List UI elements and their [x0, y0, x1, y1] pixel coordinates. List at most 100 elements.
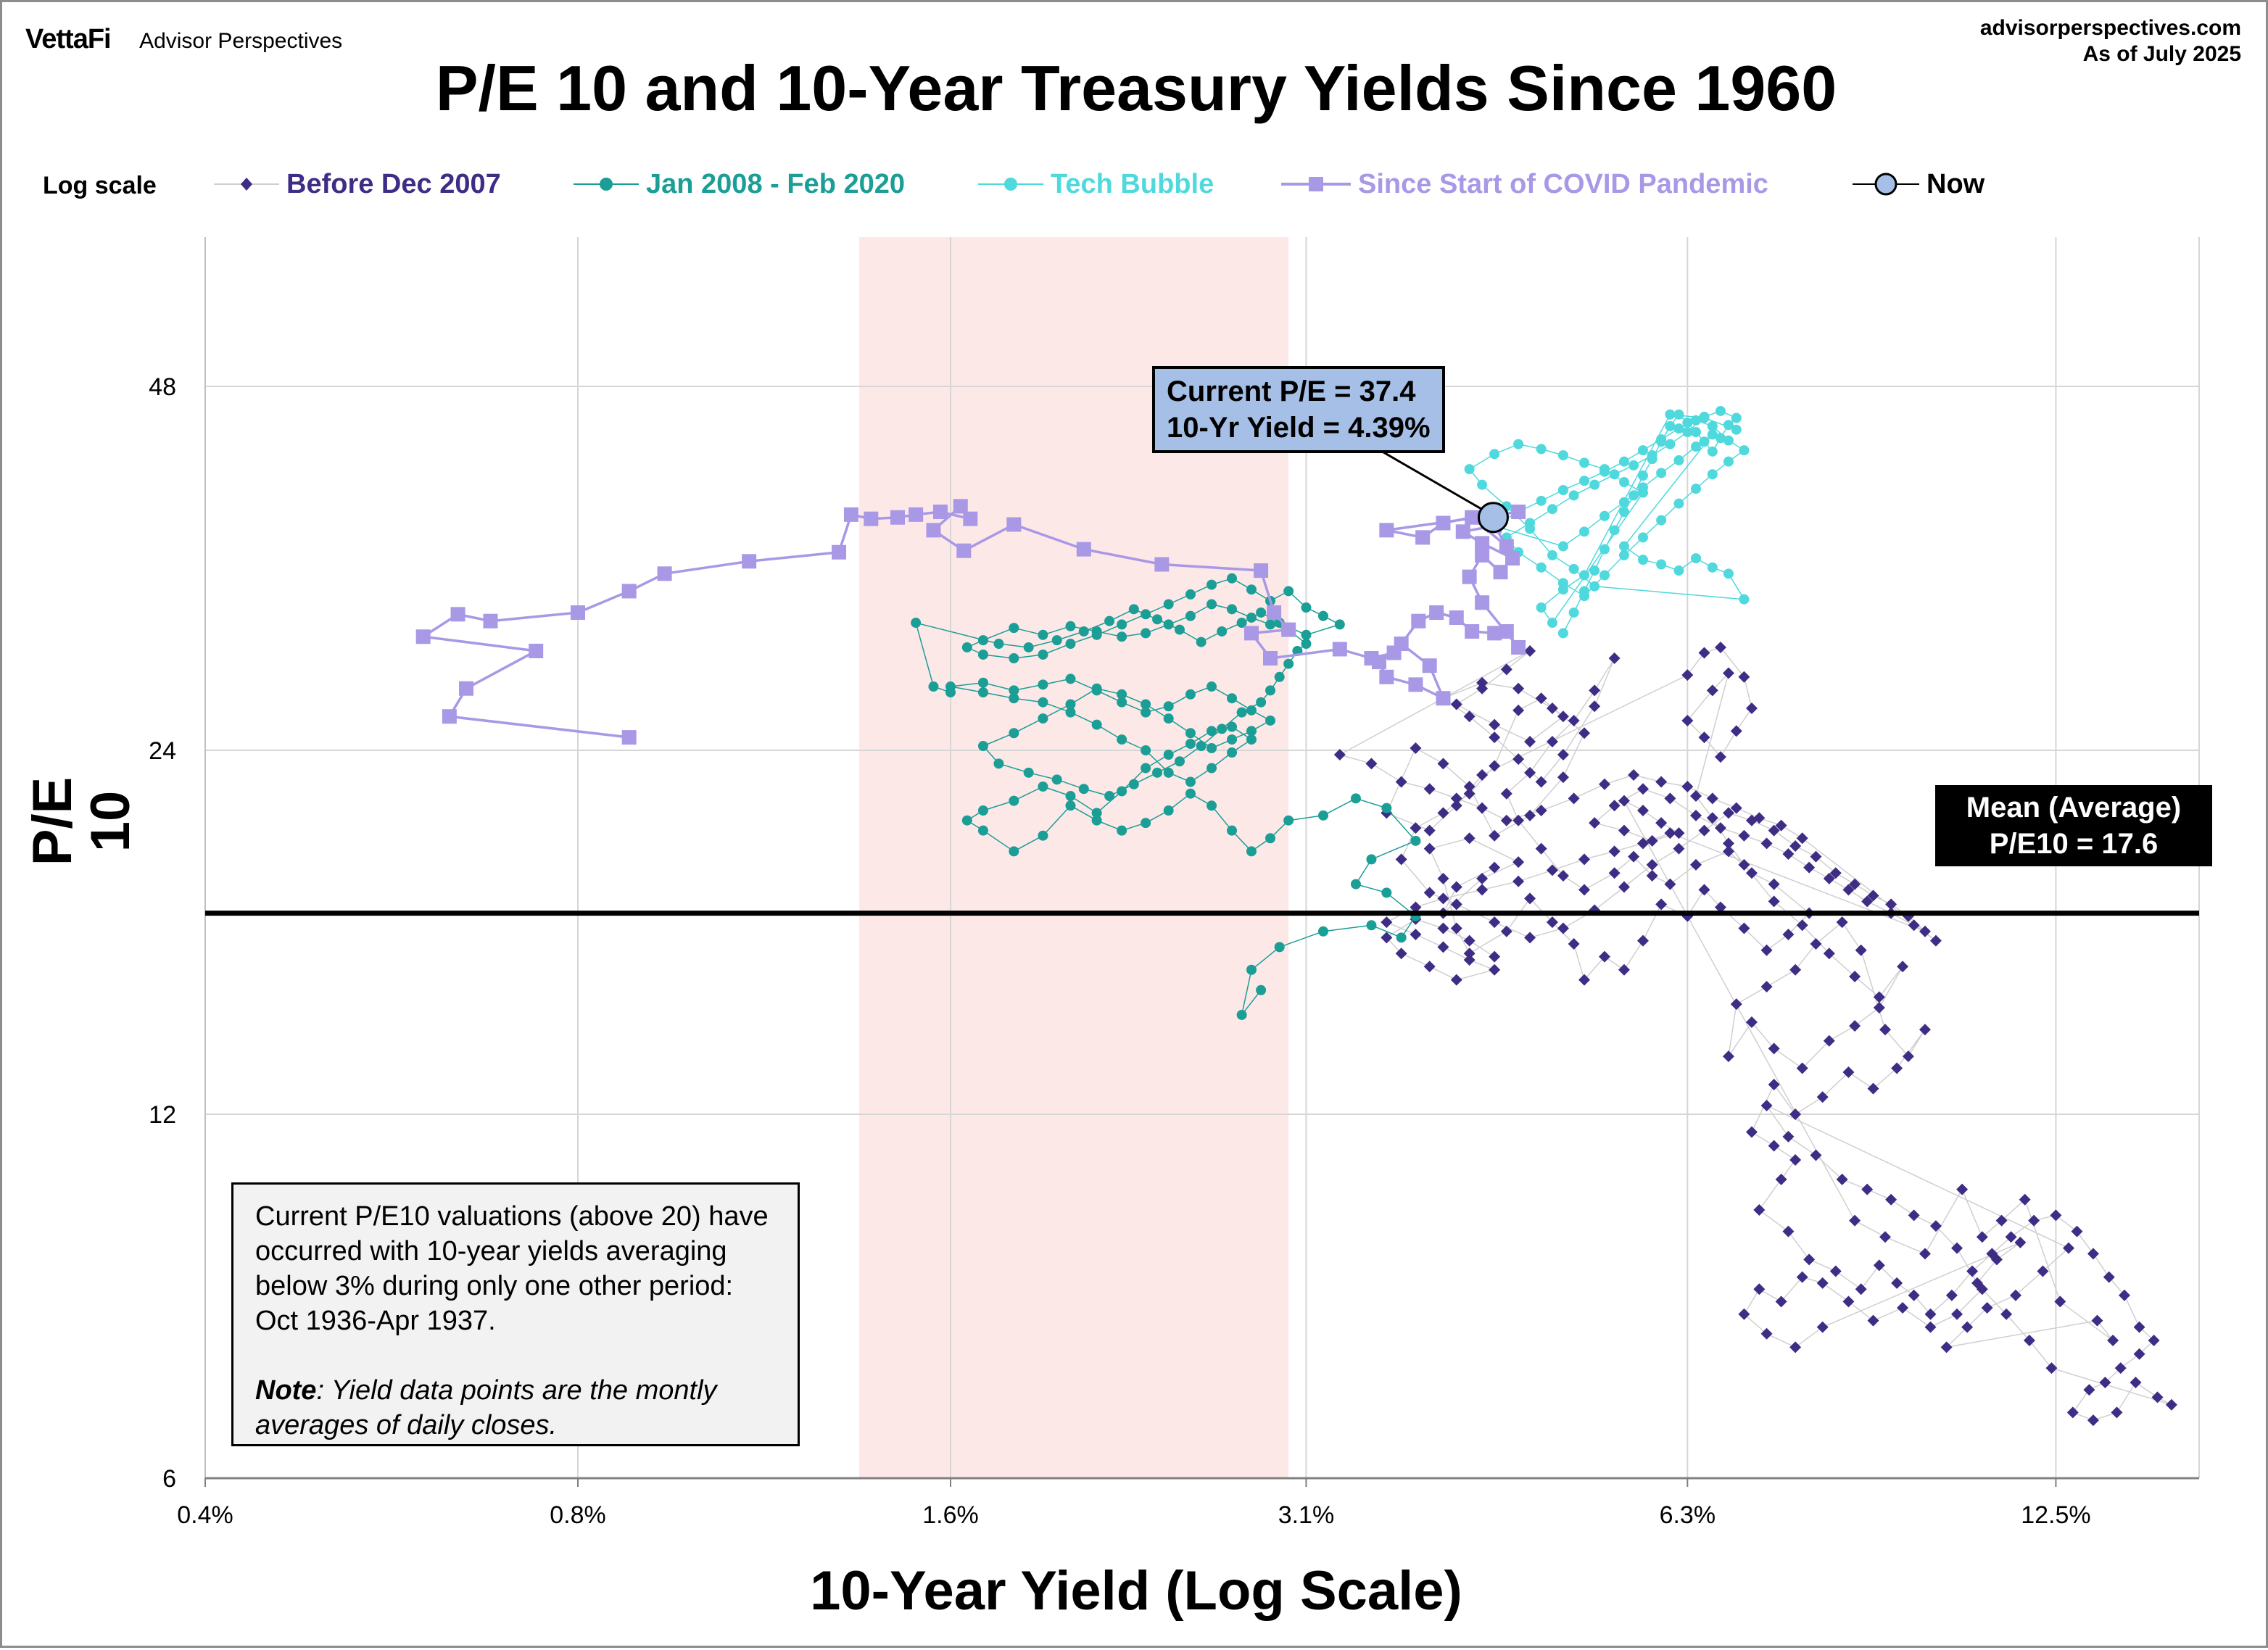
- data-point-tech-bubble: [1691, 441, 1701, 452]
- callout-yield-line: 10-Yr Yield = 4.39%: [1167, 412, 1431, 444]
- data-point-before-2007: [1698, 824, 1710, 837]
- data-point-before-2007: [1714, 822, 1726, 834]
- data-point-before-2007: [1463, 832, 1476, 845]
- data-point-tech-bubble: [1568, 563, 1579, 574]
- data-point-before-2007: [1395, 776, 1407, 788]
- data-point-before-2007: [1637, 783, 1650, 795]
- data-point-covid: [1499, 623, 1514, 639]
- data-point-covid: [890, 510, 906, 525]
- data-point-jan2008-feb2020: [993, 639, 1004, 650]
- data-point-before-2007: [2165, 1398, 2177, 1411]
- data-point-jan2008-feb2020: [977, 649, 988, 660]
- data-point-before-2007: [1706, 792, 1718, 805]
- data-point-tech-bubble: [1547, 618, 1557, 629]
- callout-pe-line: Current P/E = 37.4: [1167, 376, 1416, 407]
- data-point-jan2008-feb2020: [1091, 629, 1102, 640]
- data-point-before-2007: [1995, 1214, 2008, 1227]
- x-tick-label: 0.8%: [550, 1501, 606, 1529]
- data-point-tech-bubble: [1691, 415, 1701, 426]
- data-point-jan2008-feb2020: [993, 758, 1004, 769]
- data-point-before-2007: [1706, 684, 1718, 697]
- data-point-before-2007: [2066, 1406, 2079, 1419]
- data-point-before-2007: [2087, 1414, 2099, 1427]
- data-point-before-2007: [1714, 751, 1726, 763]
- website-text: advisorperspectives.com: [1979, 16, 2241, 40]
- data-point-before-2007: [1437, 807, 1449, 819]
- data-point-covid: [1499, 539, 1514, 554]
- data-point-before-2007: [1867, 1082, 1879, 1095]
- data-point-covid: [459, 681, 474, 696]
- data-point-before-2007: [1722, 807, 1734, 819]
- data-point-before-2007: [1789, 840, 1802, 853]
- data-point-before-2007: [1902, 1050, 1914, 1063]
- data-point-covid: [832, 544, 847, 560]
- data-point-tech-bubble: [1656, 515, 1667, 526]
- data-point-before-2007: [1524, 932, 1536, 944]
- data-point-jan2008-feb2020: [1023, 767, 1034, 778]
- data-point-tech-bubble: [1691, 427, 1701, 438]
- data-point-before-2007: [1855, 944, 1867, 956]
- data-point-before-2007: [1646, 858, 1658, 871]
- data-point-jan2008-feb2020: [1227, 825, 1238, 836]
- data-point-before-2007: [1951, 1242, 1963, 1254]
- y-tick-label: 12: [149, 1101, 176, 1129]
- data-point-jan2008-feb2020: [1051, 774, 1062, 785]
- data-point-jan2008-feb2020: [1246, 846, 1257, 857]
- data-point-jan2008-feb2020: [1163, 701, 1174, 712]
- data-point-before-2007: [1578, 727, 1591, 739]
- data-point-tech-bubble: [1557, 541, 1568, 552]
- data-point-before-2007: [1879, 1231, 1892, 1243]
- data-point-tech-bubble: [1638, 487, 1649, 498]
- data-point-before-2007: [1919, 1024, 1931, 1036]
- data-point-jan2008-feb2020: [1009, 795, 1019, 806]
- data-point-before-2007: [1867, 1314, 1879, 1327]
- legend-label-covid: Since Start of COVID Pandemic: [1358, 168, 1768, 199]
- data-point-before-2007: [2107, 1334, 2119, 1346]
- data-point-covid: [1465, 510, 1480, 525]
- data-point-jan2008-feb2020: [1163, 619, 1174, 630]
- data-point-before-2007: [1775, 1295, 1787, 1308]
- data-point-before-2007: [1365, 758, 1378, 770]
- data-point-before-2007: [1381, 932, 1393, 944]
- data-point-tech-bubble: [1665, 409, 1676, 420]
- data-point-before-2007: [1664, 827, 1676, 839]
- data-point-before-2007: [1849, 878, 1861, 890]
- data-point-tech-bubble: [1536, 602, 1547, 613]
- data-point-before-2007: [1924, 1308, 1937, 1320]
- data-point-tech-bubble: [1739, 594, 1750, 605]
- data-point-covid: [1332, 642, 1347, 657]
- data-point-covid: [1449, 610, 1464, 625]
- data-point-jan2008-feb2020: [1410, 835, 1421, 846]
- data-point-before-2007: [2037, 1265, 2049, 1277]
- y-axis-title: P/E 10: [22, 776, 141, 866]
- legend-item-before-2007: Before Dec 2007: [214, 166, 501, 202]
- data-point-before-2007: [1698, 647, 1710, 659]
- data-point-before-2007: [1476, 768, 1489, 781]
- data-point-before-2007: [1897, 961, 1909, 973]
- data-point-before-2007: [1557, 771, 1569, 784]
- data-point-jan2008-feb2020: [1091, 815, 1102, 826]
- data-point-covid: [932, 505, 948, 520]
- data-point-covid: [1436, 691, 1451, 706]
- data-point-jan2008-feb2020: [1117, 825, 1127, 836]
- data-point-jan2008-feb2020: [1117, 689, 1127, 700]
- data-point-jan2008-feb2020: [1207, 800, 1217, 811]
- data-point-tech-bubble: [1589, 581, 1600, 592]
- data-point-before-2007: [1810, 850, 1822, 863]
- data-point-tech-bubble: [1599, 464, 1610, 475]
- data-point-before-2007: [1745, 814, 1758, 826]
- data-point-covid: [864, 511, 879, 526]
- data-point-before-2007: [1768, 824, 1780, 837]
- data-point-before-2007: [1646, 834, 1658, 847]
- data-point-before-2007: [1698, 884, 1710, 896]
- data-point-jan2008-feb2020: [1381, 803, 1392, 813]
- data-point-before-2007: [2099, 1376, 2111, 1388]
- note-label: Note: [255, 1375, 317, 1406]
- data-point-tech-bubble: [1731, 412, 1742, 423]
- data-point-jan2008-feb2020: [1009, 653, 1019, 664]
- data-point-covid: [963, 511, 978, 526]
- data-point-jan2008-feb2020: [1318, 610, 1328, 621]
- data-point-before-2007: [1618, 795, 1630, 807]
- data-point-before-2007: [2133, 1321, 2145, 1333]
- data-point-before-2007: [1524, 809, 1536, 821]
